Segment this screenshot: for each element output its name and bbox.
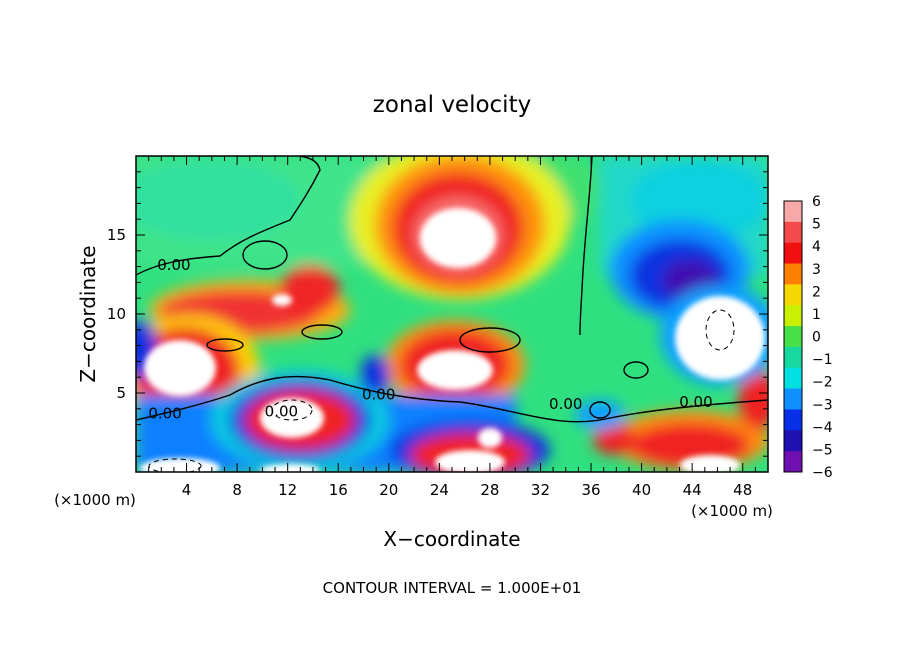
x-tick-label: 8 xyxy=(232,481,242,499)
colorbar-tick-label: 2 xyxy=(812,284,821,300)
y-tick-label: 5 xyxy=(116,384,126,402)
y-axis: 5 10 15 xyxy=(107,171,768,457)
colorbar-swatch xyxy=(784,451,802,473)
x-tick-label: 28 xyxy=(480,481,499,499)
x-tick-label: 32 xyxy=(531,481,550,499)
colorbar-swatch xyxy=(784,284,802,306)
colorbar-tick-label: 4 xyxy=(812,239,821,255)
y-tick-label: 10 xyxy=(107,305,126,323)
contour-label: 0.00 xyxy=(679,393,712,411)
colorbar-swatch xyxy=(784,221,802,244)
x-scale-note-left: (×1000 m) xyxy=(54,491,136,509)
colorbar: 6 5 4 3 2 1 0 −1 −2 −3 −4 −5 −6 xyxy=(783,194,833,481)
contour-label: 0.00 xyxy=(549,395,582,413)
x-tick-label: 24 xyxy=(430,481,449,499)
x-tick-label: 36 xyxy=(581,481,600,499)
colorbar-tick-label: −1 xyxy=(812,352,833,368)
contour-label: 0.00 xyxy=(362,385,395,403)
y-tick-label: 15 xyxy=(107,226,126,244)
x-tick-label: 20 xyxy=(379,481,398,499)
colorbar-swatch xyxy=(784,326,802,348)
x-tick-label: 48 xyxy=(733,481,752,499)
colorbar-tick-label: −3 xyxy=(812,397,833,413)
colorbar-swatch xyxy=(784,430,802,452)
x-scale-note-right: (×1000 m) xyxy=(691,502,773,520)
x-tick-label: 4 xyxy=(182,481,192,499)
colorbar-tick-label: 6 xyxy=(812,194,821,210)
colorbar-frame xyxy=(783,200,803,473)
colorbar-tick-label: 0 xyxy=(812,330,821,346)
y-axis-label: Z−coordinate xyxy=(76,245,100,382)
colorbar-swatch xyxy=(784,409,802,431)
x-tick-label: 16 xyxy=(329,481,348,499)
colorbar-tick-label: −5 xyxy=(812,442,833,458)
colorbar-swatch xyxy=(784,242,802,265)
colorbar-swatch xyxy=(784,388,802,410)
x-axis-label: X−coordinate xyxy=(383,527,520,551)
colorbar-tick-label: 3 xyxy=(812,262,821,278)
colorbar-swatch xyxy=(784,305,802,327)
x-tick-label: 44 xyxy=(683,481,702,499)
colorbar-swatch xyxy=(784,346,802,369)
colorbar-tick-label: 1 xyxy=(812,307,821,323)
x-axis: 4 8 12 16 20 24 28 32 36 40 44 48 xyxy=(148,156,756,499)
contour-label: 0.00 xyxy=(148,404,181,422)
colorbar-swatch xyxy=(784,201,802,223)
chart-title: zonal velocity xyxy=(373,92,531,118)
colorbar-tick-label: −4 xyxy=(812,420,833,436)
colorbar-tick-label: 5 xyxy=(812,217,821,233)
x-tick-label: 40 xyxy=(632,481,651,499)
heatmap-field: 0.00 0.00 0.00 0.00 0.00 0.00 xyxy=(136,156,768,472)
x-tick-label: 12 xyxy=(278,481,297,499)
colorbar-swatch xyxy=(784,367,802,390)
contour-label: 0.00 xyxy=(157,256,190,274)
colorbar-tick-label: −2 xyxy=(812,375,833,391)
colorbar-swatch xyxy=(784,263,802,285)
contour-interval-note: CONTOUR INTERVAL = 1.000E+01 xyxy=(323,579,582,597)
colorbar-tick-label: −6 xyxy=(812,465,833,481)
contour-label: 0.00 xyxy=(265,403,298,421)
